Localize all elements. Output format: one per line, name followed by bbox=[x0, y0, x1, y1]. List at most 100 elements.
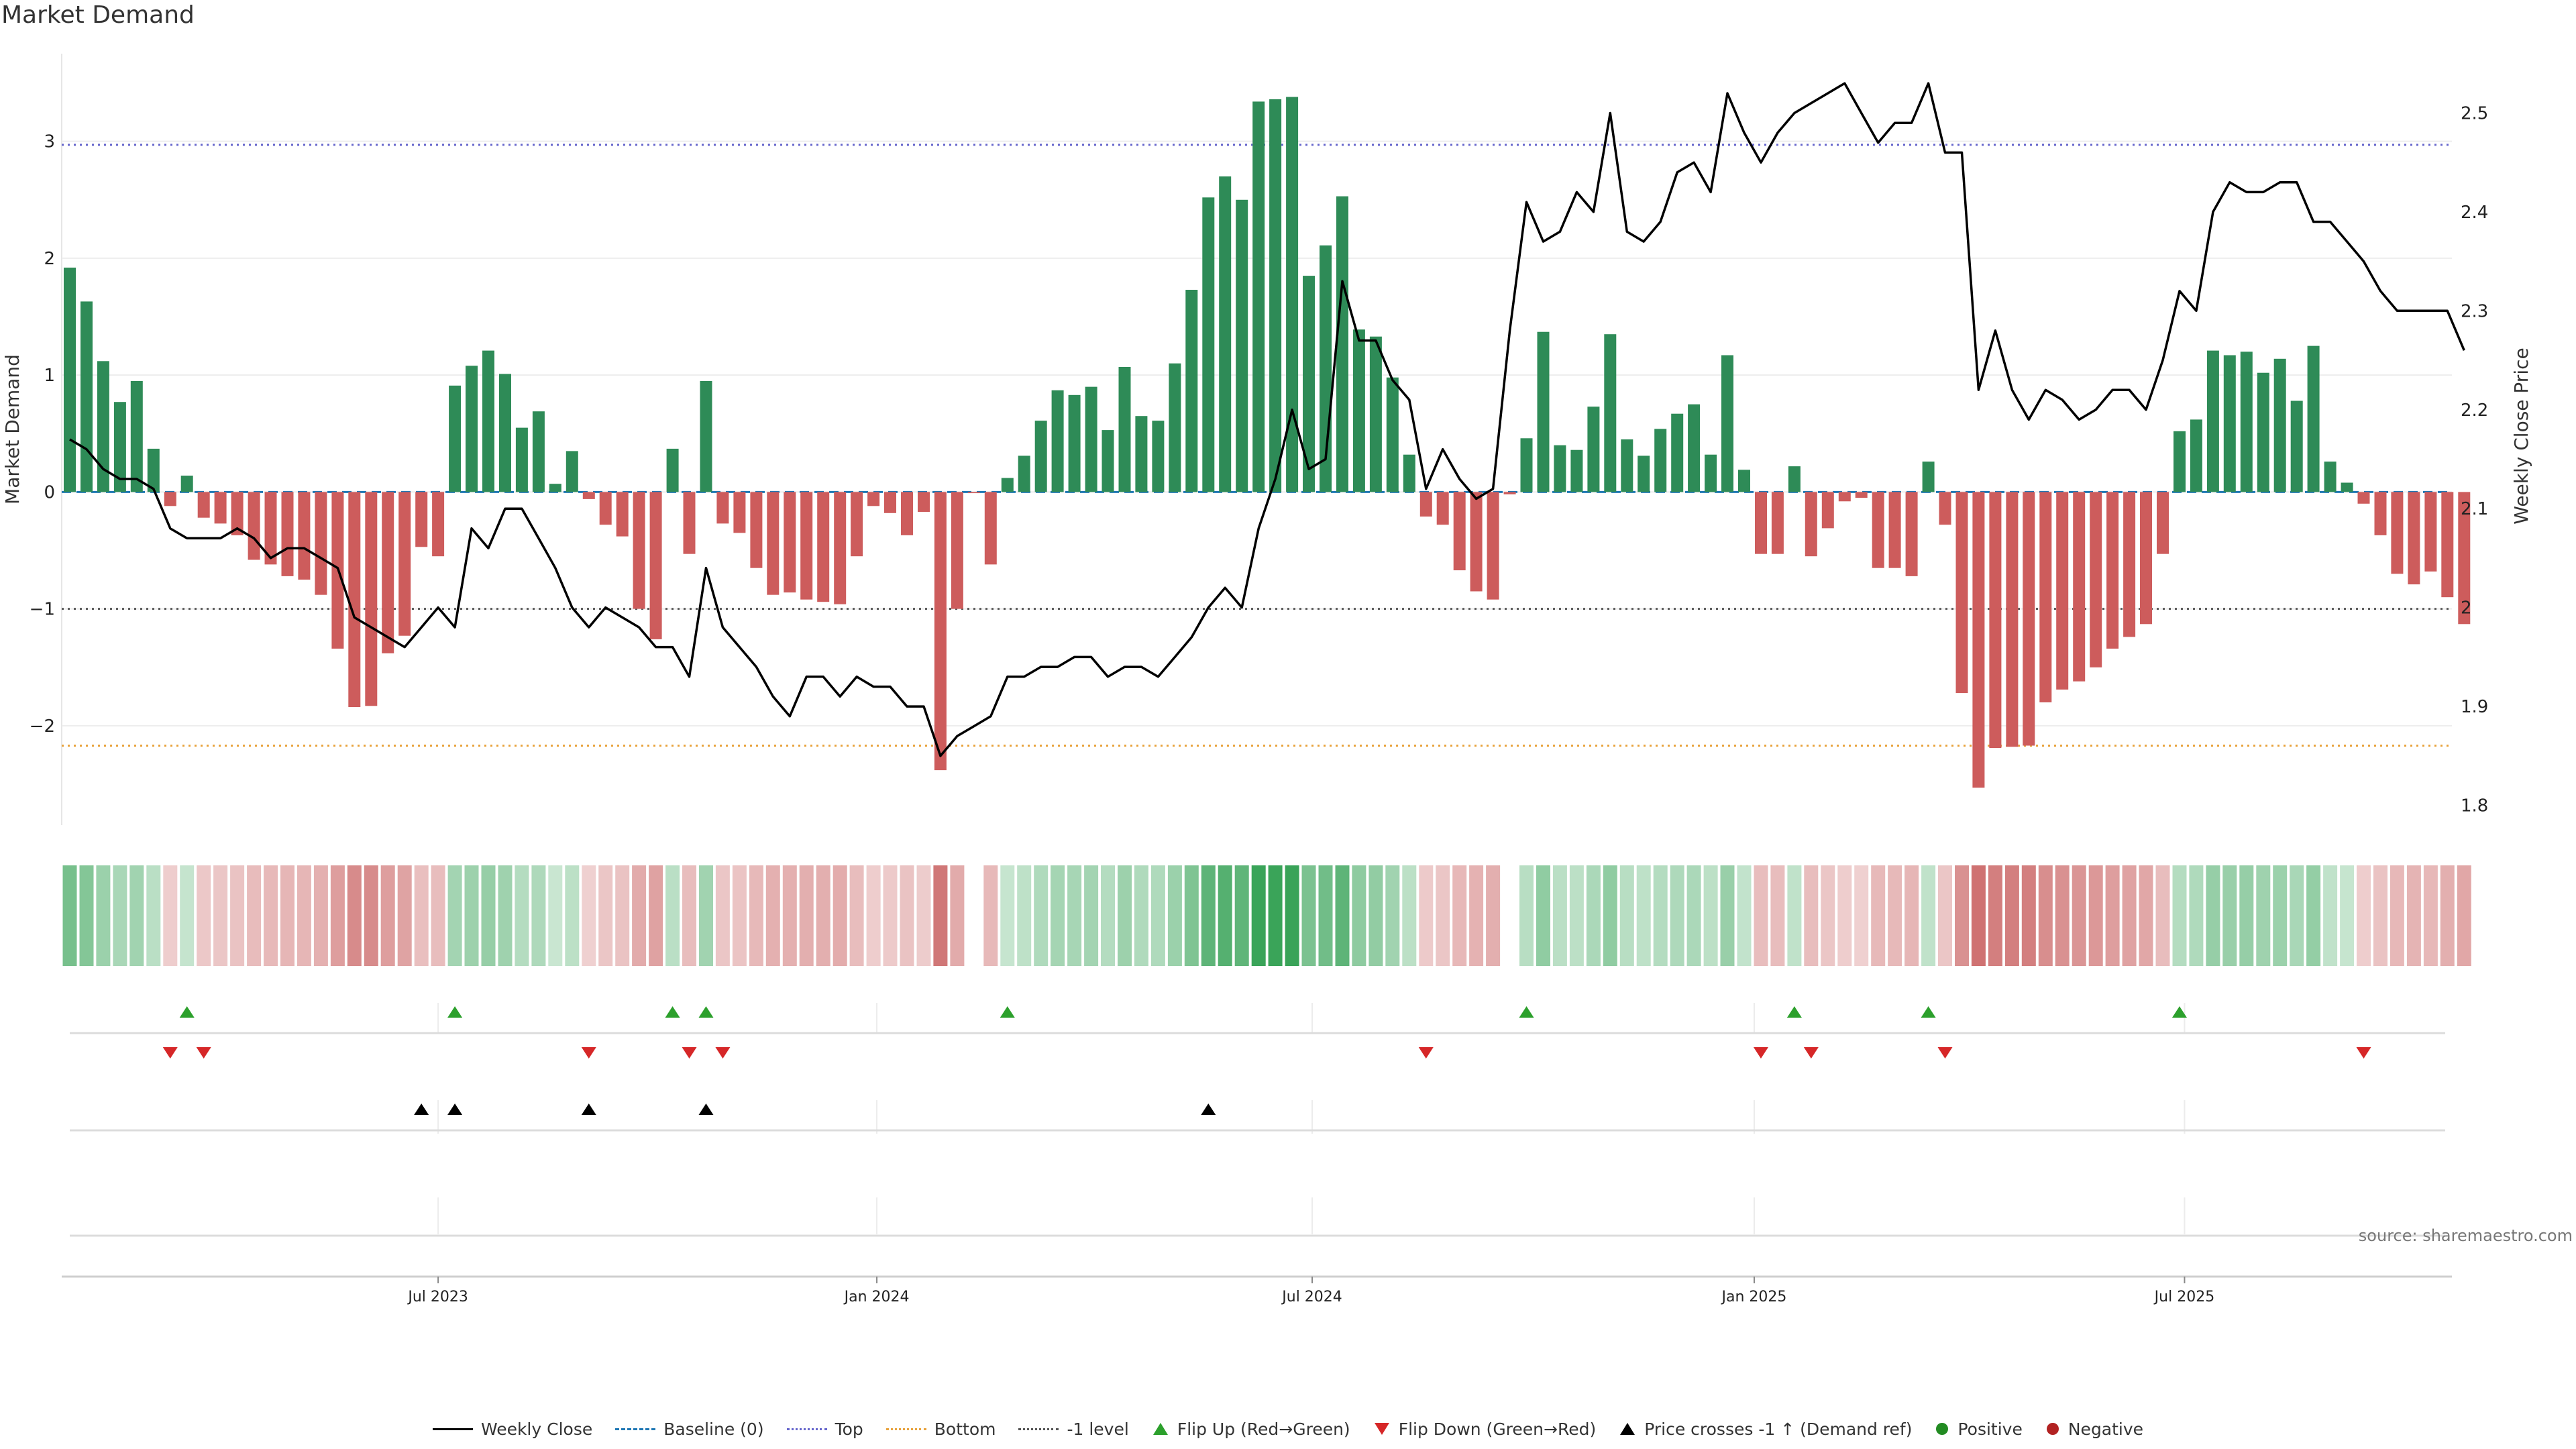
heat-cell bbox=[1419, 865, 1434, 966]
demand-bar bbox=[750, 492, 763, 568]
heat-cell bbox=[1285, 865, 1299, 966]
demand-bar bbox=[197, 492, 210, 518]
demand-bar bbox=[2273, 358, 2286, 492]
demand-bar bbox=[951, 492, 963, 609]
heat-cell bbox=[765, 865, 780, 966]
heat-cell bbox=[498, 865, 513, 966]
demand-bar bbox=[2123, 492, 2136, 637]
demand-bar bbox=[851, 492, 863, 557]
demand-bar bbox=[1135, 416, 1148, 492]
market-demand-chart: 3 2 1 0 −1 −2 2.5 2.4 2.3 2.2 2.1 2 1.9 1.8 Jul 2023… bbox=[1, 54, 2573, 1305]
heat-cell bbox=[1335, 865, 1350, 966]
y-axis-ticks: 3 2 1 0 −1 −2 bbox=[30, 132, 55, 737]
heat-cell bbox=[1469, 865, 1484, 966]
heat-cell bbox=[1368, 865, 1383, 966]
heat-cell bbox=[2055, 865, 2070, 966]
demand-bar bbox=[1453, 492, 1466, 571]
demand-bar bbox=[834, 492, 847, 604]
heat-cell bbox=[2239, 865, 2254, 966]
legend-flip-down: Flip Down (Green→Red) bbox=[1373, 1419, 1597, 1439]
demand-bar bbox=[1202, 197, 1215, 492]
flip-down-marker bbox=[196, 1047, 211, 1059]
heat-cell bbox=[1436, 865, 1450, 966]
y-axis-label: Market Demand bbox=[1, 354, 23, 504]
y2-tick-label: 2.3 bbox=[2461, 301, 2488, 321]
demand-bar bbox=[1303, 276, 1315, 492]
heat-cell bbox=[1051, 865, 1065, 966]
heat-cell bbox=[1955, 865, 1969, 966]
legend-positive: Positive bbox=[1935, 1419, 2023, 1439]
demand-bar bbox=[2223, 355, 2236, 492]
heat-cell bbox=[364, 865, 378, 966]
x-tick-label: Jan 2024 bbox=[843, 1289, 910, 1305]
heat-cell bbox=[1720, 865, 1735, 966]
demand-bar bbox=[1671, 413, 1684, 492]
heat-cell bbox=[799, 865, 814, 966]
demand-bar bbox=[113, 402, 126, 492]
heat-cell bbox=[2189, 865, 2204, 966]
legend-label: Positive bbox=[1957, 1419, 2023, 1439]
heat-cell bbox=[1234, 865, 1249, 966]
heat-cell bbox=[2290, 865, 2304, 966]
heat-cell bbox=[1251, 865, 1266, 966]
demand-bar bbox=[298, 492, 311, 580]
legend-label: Flip Down (Green→Red) bbox=[1398, 1419, 1597, 1439]
y2-axis-label: Weekly Close Price bbox=[2510, 347, 2532, 524]
heat-cell bbox=[665, 865, 680, 966]
heat-cell bbox=[1268, 865, 1283, 966]
heat-cell bbox=[1118, 865, 1132, 966]
demand-bar bbox=[1905, 492, 1918, 576]
demand-bar bbox=[1352, 329, 1365, 492]
demand-bar bbox=[1503, 492, 1516, 494]
demand-bar bbox=[2408, 492, 2420, 585]
demand-bar bbox=[633, 492, 645, 609]
flip-up-marker bbox=[665, 1006, 680, 1018]
demand-bar bbox=[1085, 386, 1097, 492]
flip-down-marker bbox=[1803, 1047, 1819, 1059]
heat-cell bbox=[2323, 865, 2338, 966]
flip-up-marker bbox=[447, 1006, 463, 1018]
triangle-down-icon bbox=[1374, 1423, 1389, 1435]
flip-up-marker bbox=[2171, 1006, 2187, 1018]
heat-cell bbox=[1536, 865, 1550, 966]
demand-bar bbox=[64, 267, 76, 492]
demand-bar bbox=[2441, 492, 2454, 598]
demand-bar bbox=[984, 492, 997, 565]
demand-bar bbox=[1755, 492, 1767, 554]
demand-bar bbox=[1169, 363, 1181, 492]
flip-down-marker bbox=[1937, 1047, 1953, 1059]
demand-bar bbox=[1236, 199, 1248, 492]
heat-cell bbox=[833, 865, 847, 966]
heat-cell bbox=[749, 865, 763, 966]
demand-bar bbox=[582, 492, 595, 499]
heat-cell bbox=[1017, 865, 1032, 966]
legend-label: Bottom bbox=[934, 1419, 996, 1439]
heat-cell bbox=[565, 865, 580, 966]
heat-cell bbox=[983, 865, 998, 966]
price-cross-marker bbox=[581, 1104, 596, 1115]
demand-bar bbox=[599, 492, 612, 525]
demand-bar bbox=[2023, 492, 2035, 746]
demand-bar bbox=[281, 492, 294, 576]
heat-cell bbox=[1703, 865, 1718, 966]
heat-cell bbox=[79, 865, 94, 966]
heat-cell bbox=[1636, 865, 1651, 966]
heat-cell bbox=[1971, 865, 1986, 966]
heat-cell bbox=[548, 865, 563, 966]
demand-bar bbox=[1068, 394, 1081, 492]
heat-cell bbox=[129, 865, 144, 966]
heat-cell bbox=[1938, 865, 1952, 966]
flip-down-marker bbox=[581, 1047, 596, 1059]
heat-cell bbox=[2273, 865, 2288, 966]
heat-cell bbox=[1519, 865, 1534, 966]
demand-bar bbox=[1185, 290, 1198, 492]
heat-cell bbox=[2423, 865, 2438, 966]
demand-bar bbox=[1520, 438, 1533, 492]
demand-bar bbox=[2307, 345, 2320, 492]
flip-up-marker bbox=[698, 1006, 714, 1018]
demand-bar bbox=[382, 492, 394, 653]
heat-cell bbox=[2340, 865, 2355, 966]
heat-cell bbox=[2390, 865, 2404, 966]
demand-bar bbox=[2424, 492, 2437, 572]
demand-bar bbox=[2206, 350, 2219, 492]
